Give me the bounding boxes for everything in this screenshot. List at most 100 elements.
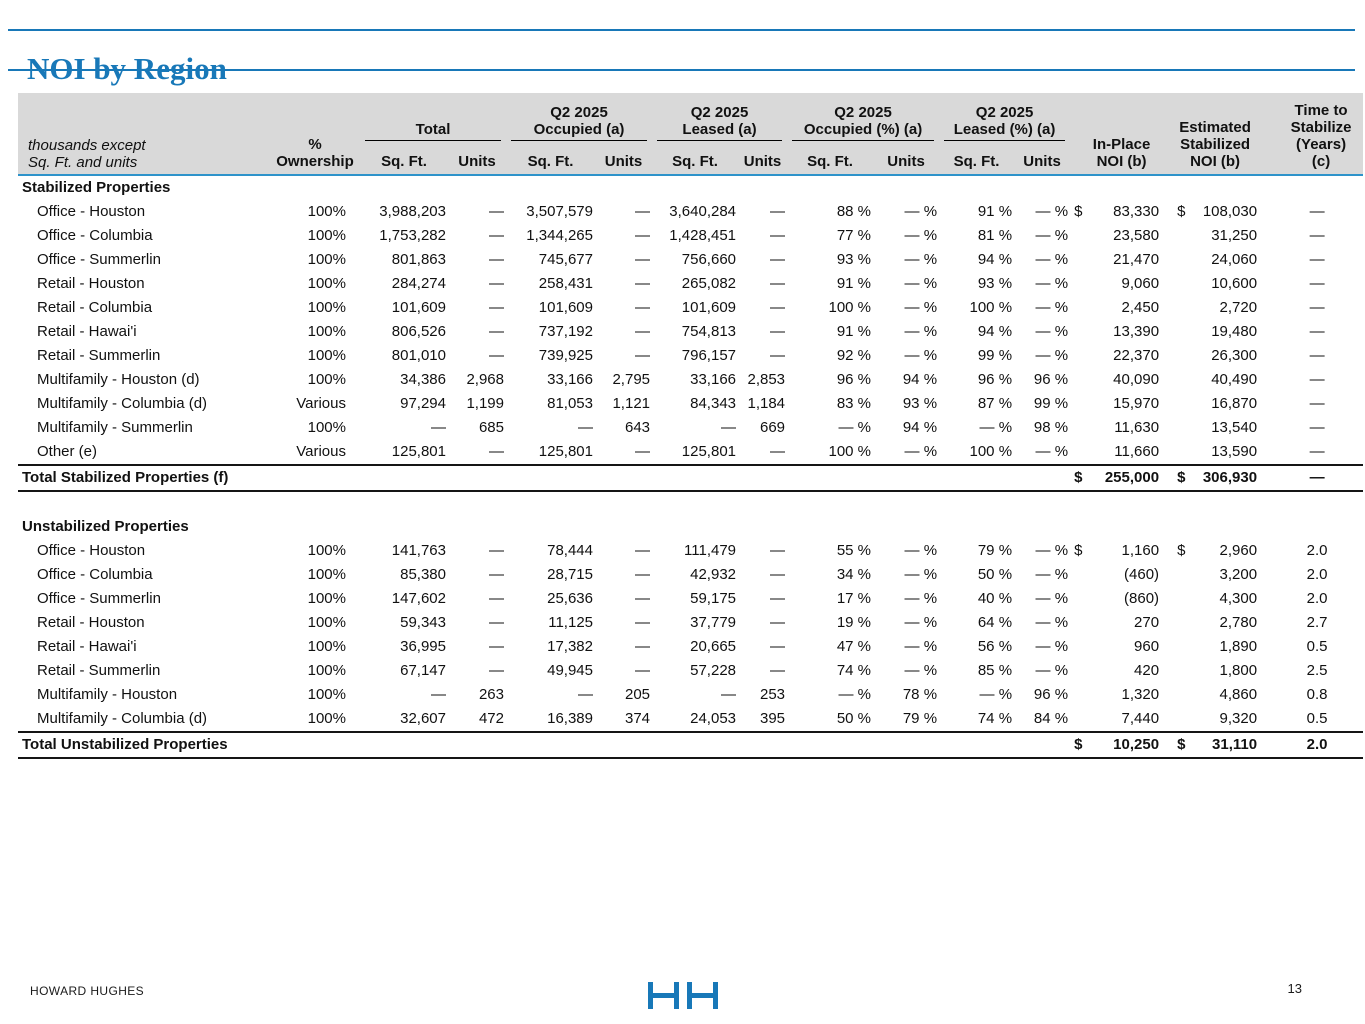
- leased-units: —: [770, 323, 786, 340]
- dollar-sign: [1070, 707, 1088, 732]
- leased-pct-sqft: 87 %: [977, 395, 1013, 412]
- column-group-leased: Q2 2025 Leased (a): [652, 93, 788, 141]
- total-units: —: [489, 251, 504, 268]
- leased-sqft: 265,082: [681, 275, 737, 292]
- occupied-pct-units: 94 %: [902, 371, 938, 388]
- total-units: —: [489, 590, 504, 607]
- dollar-sign: [1173, 320, 1193, 344]
- row-label: Office - Houston: [37, 203, 146, 220]
- dollar-sign: $: [1070, 731, 1089, 759]
- total-row: Total Stabilized Properties (f) $255,000 $…: [18, 464, 1364, 492]
- estimated-noi: 2,720: [1219, 299, 1258, 316]
- row-label: Office - Houston: [37, 542, 146, 559]
- section-heading: Stabilized Properties: [22, 179, 171, 196]
- occupied-sqft: 737,192: [538, 323, 593, 340]
- subheader-leased-pct-sqft: Sq. Ft.: [939, 141, 1015, 176]
- time-to-stabilize: —: [1309, 347, 1325, 364]
- total-sqft: 36,995: [400, 638, 446, 655]
- ownership: 100%: [307, 371, 346, 388]
- total-sqft: 801,010: [391, 347, 446, 364]
- estimated-noi: 19,480: [1211, 323, 1258, 340]
- page-number: 13: [1287, 981, 1302, 996]
- time-to-stabilize: 2.0: [1306, 542, 1328, 559]
- dollar-sign: [1070, 320, 1088, 344]
- estimated-noi: 40,490: [1211, 371, 1258, 388]
- estimated-noi: 10,600: [1211, 275, 1258, 292]
- ownership: Various: [296, 443, 346, 460]
- occupied-pct-units: 93 %: [902, 395, 938, 412]
- leased-sqft: 796,157: [681, 347, 737, 364]
- occupied-pct-sqft: — %: [838, 419, 872, 436]
- total-units: —: [489, 323, 504, 340]
- dollar-sign: [1173, 587, 1193, 611]
- dollar-sign: [1173, 248, 1193, 272]
- total-units: 263: [478, 686, 504, 703]
- dollar-sign: [1173, 392, 1193, 416]
- row-label: Multifamily - Houston: [37, 686, 178, 703]
- leased-sqft: 20,665: [690, 638, 737, 655]
- inplace-noi: 11,660: [1114, 443, 1160, 460]
- occupied-pct-units: — %: [904, 566, 938, 583]
- section-spacer: [18, 491, 1363, 515]
- column-group-occupied-pct: Q2 2025 Occupied (%) (a): [787, 93, 940, 141]
- leased-pct-units: — %: [1035, 662, 1069, 679]
- hh-monogram-icon: [647, 982, 718, 1009]
- inplace-noi: 40,090: [1113, 371, 1160, 388]
- ownership: 100%: [307, 710, 346, 727]
- inplace-noi: 2,450: [1121, 299, 1160, 316]
- occupied-units: —: [635, 542, 651, 559]
- leased-pct-units: — %: [1035, 566, 1069, 583]
- time-to-stabilize: —: [1309, 299, 1325, 316]
- total-units: —: [489, 614, 504, 631]
- estimated-noi: 13,590: [1211, 443, 1258, 460]
- ownership: Various: [296, 395, 346, 412]
- row-label: Multifamily - Columbia (d): [37, 710, 208, 727]
- occupied-pct-sqft: 88 %: [836, 203, 872, 220]
- ownership: 100%: [307, 203, 346, 220]
- leased-pct-sqft: 50 %: [977, 566, 1013, 583]
- occupied-pct-sqft: 93 %: [836, 251, 872, 268]
- leased-sqft: 754,813: [681, 323, 737, 340]
- subheader-total-sqft: Sq. Ft.: [360, 141, 448, 176]
- leased-units: 669: [760, 419, 786, 436]
- occupied-pct-units: — %: [904, 299, 938, 316]
- occupied-units: 2,795: [612, 371, 651, 388]
- total-sqft: 806,526: [391, 323, 446, 340]
- dollar-sign: [1173, 563, 1193, 587]
- subheader-occupied-units: Units: [595, 141, 653, 176]
- dollar-sign: [1070, 683, 1088, 707]
- total-sqft: 32,607: [400, 710, 446, 727]
- total-sqft: 141,763: [391, 542, 446, 559]
- subheader-occupied-pct-sqft: Sq. Ft.: [787, 141, 874, 176]
- occupied-sqft: 258,431: [538, 275, 593, 292]
- table-row: Multifamily - Houston 100% — 263 — 205 — 253 — %…: [18, 683, 1363, 707]
- estimated-noi: 1,890: [1219, 638, 1258, 655]
- leased-units: —: [770, 614, 786, 631]
- leased-pct-sqft: 40 %: [977, 590, 1013, 607]
- estimated-noi: 2,780: [1219, 614, 1258, 631]
- total-sqft: 125,801: [391, 443, 446, 460]
- occupied-pct-units: — %: [904, 638, 938, 655]
- noi-table-container: thousands except Sq. Ft. and units % Own…: [18, 93, 1364, 759]
- time-to-stabilize-total: 2.0: [1279, 731, 1364, 759]
- occupied-pct-sqft: 34 %: [836, 566, 872, 583]
- leased-sqft: 42,932: [690, 566, 737, 583]
- leased-sqft: 125,801: [681, 443, 737, 460]
- subheader-occupied-sqft: Sq. Ft.: [506, 141, 595, 176]
- estimated-noi: 9,320: [1219, 710, 1258, 727]
- column-group-occupied: Q2 2025 Occupied (a): [506, 93, 653, 141]
- total-row: Total Unstabilized Properties $10,250 $31,…: [18, 731, 1364, 759]
- ownership: 100%: [307, 686, 346, 703]
- leased-sqft: 59,175: [690, 590, 737, 607]
- occupied-pct-sqft: — %: [838, 686, 872, 703]
- occupied-pct-units: 79 %: [902, 710, 938, 727]
- subheader-total-units: Units: [448, 141, 506, 176]
- occupied-pct-units: — %: [904, 443, 938, 460]
- inplace-noi: 9,060: [1121, 275, 1160, 292]
- row-label: Office - Summerlin: [37, 590, 161, 607]
- estimated-noi: 2,960: [1219, 542, 1258, 559]
- time-to-stabilize: 0.8: [1306, 686, 1328, 703]
- occupied-pct-units: 78 %: [902, 686, 938, 703]
- time-to-stabilize: —: [1309, 323, 1325, 340]
- estimated-noi: 4,860: [1219, 686, 1258, 703]
